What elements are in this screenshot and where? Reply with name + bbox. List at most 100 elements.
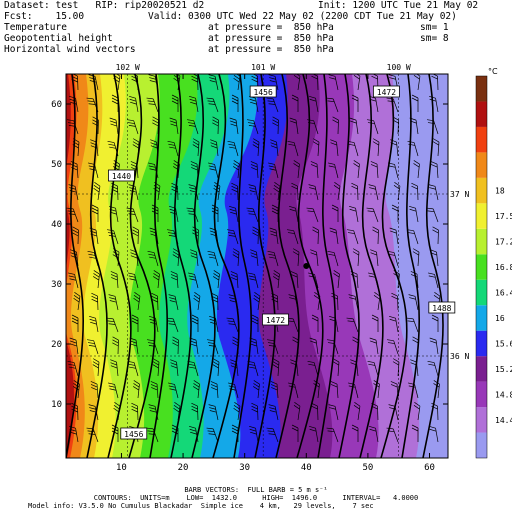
wind-barb-155	[130, 249, 139, 267]
colorbar-swatch-3	[476, 356, 487, 382]
colorbar-swatch-7	[476, 254, 487, 280]
field-name-height: Geopotential height	[4, 33, 113, 44]
contour-label: 1456	[124, 430, 143, 439]
wind-barb-266	[72, 380, 80, 399]
height-contour-3	[128, 74, 156, 458]
wind-barb-63	[192, 138, 200, 157]
wind-barb-62	[167, 140, 179, 157]
x-tick-label: 60	[424, 463, 435, 473]
wind-barb-298	[328, 404, 339, 421]
latitude-label: 36 N	[450, 352, 469, 361]
wind-barb-68	[287, 140, 299, 157]
wind-barb-188	[410, 271, 419, 289]
wind-barb-26	[206, 97, 219, 113]
wind-barb-92	[387, 162, 399, 179]
wind-barb-244	[386, 339, 399, 355]
wind-barb-152	[70, 249, 79, 267]
wind-barb-299	[353, 402, 361, 421]
colorbar-swatch-12	[476, 126, 487, 153]
wind-barb-202	[313, 292, 321, 311]
wind-barb-230	[112, 336, 119, 355]
wind-barb-122	[229, 205, 239, 223]
wind-barb-305	[86, 427, 99, 443]
wind-barb-296	[293, 402, 301, 421]
wind-barb-278	[313, 380, 320, 399]
wind-barb-107	[308, 184, 319, 201]
wind-barb-95	[68, 184, 79, 201]
wind-barb-111	[393, 182, 401, 201]
wind-barb-61	[150, 139, 159, 157]
x-tick-label: 30	[239, 463, 250, 473]
wind-barb-25	[189, 95, 199, 113]
wind-barb-166	[352, 248, 360, 267]
wind-barb-20	[86, 97, 99, 113]
wind-barb-321	[411, 424, 419, 442]
wind-barb-284	[433, 380, 440, 399]
wind-barb-203	[331, 292, 339, 311]
temperature-band-13	[66, 74, 75, 458]
wind-barb-171	[67, 272, 79, 289]
wind-barb-254	[212, 358, 220, 377]
wind-barb-227	[431, 314, 439, 332]
wind-barb-71	[347, 140, 359, 157]
wind-barb-316	[309, 425, 319, 443]
wind-barb-253	[187, 360, 199, 377]
wind-barb-288	[131, 402, 139, 421]
wind-barb-27	[231, 94, 239, 112]
wind-barb-7	[208, 74, 219, 91]
wind-barb-233	[172, 336, 179, 355]
wind-barb-103	[231, 182, 239, 201]
wind-barb-225	[389, 315, 399, 333]
wind-barb-101	[188, 184, 199, 201]
wind-barb-73	[390, 139, 399, 157]
wind-barb-174	[127, 272, 139, 289]
height-contour-14	[359, 74, 384, 458]
wind-barb-94	[430, 161, 439, 179]
wind-barb-120	[186, 207, 199, 223]
height-contour-15	[380, 74, 408, 458]
wind-barb-301	[388, 404, 399, 421]
x-tick-label: 50	[362, 463, 373, 473]
wind-barb-66	[252, 138, 260, 157]
wind-barb-176	[170, 271, 179, 289]
field-name-temperature: Temperature	[4, 22, 67, 33]
wind-barb-115	[91, 204, 99, 222]
height-contour-12	[317, 74, 336, 458]
wind-barb-114	[66, 207, 79, 223]
wind-barb-4	[148, 74, 159, 91]
colorbar-swatch-4	[476, 330, 487, 357]
wind-barb-184	[333, 270, 340, 289]
wind-barb-261	[350, 359, 359, 377]
wind-barb-84	[232, 160, 240, 179]
wind-barb-245	[412, 336, 419, 355]
wind-barb-19	[69, 95, 79, 113]
wind-barb-228	[69, 337, 79, 355]
wind-barb-39	[92, 116, 99, 135]
y-tick-label: 20	[51, 340, 62, 350]
wind-barb-196	[193, 292, 201, 311]
wind-barb-146	[329, 227, 339, 245]
longitude-label: 100 W	[387, 63, 411, 72]
wind-barb-286	[88, 404, 99, 421]
wind-barb-318	[351, 424, 359, 442]
wind-barb-204	[348, 294, 359, 311]
colorbar-swatch-9	[476, 203, 487, 229]
wind-barb-216	[209, 315, 219, 333]
wind-barb-198	[228, 294, 239, 311]
height-contour-7	[212, 74, 240, 458]
wind-barb-58	[90, 139, 99, 157]
wind-barb-232	[146, 339, 159, 355]
colorbar-swatch-10	[476, 177, 487, 204]
wind-barb-165	[327, 250, 339, 267]
height-contour-10	[275, 74, 300, 458]
plot-frame	[65, 73, 449, 459]
height-contour-17	[422, 74, 444, 458]
dataset-label: Dataset: test RIP: rip20020521 d2	[4, 0, 205, 11]
height-contour-5	[170, 74, 192, 458]
wind-barb-268	[107, 382, 119, 399]
wind-barb-303	[431, 402, 439, 421]
wind-barb-138	[166, 229, 179, 245]
wind-barb-21	[111, 94, 119, 112]
contour-label: 1472	[266, 316, 285, 325]
